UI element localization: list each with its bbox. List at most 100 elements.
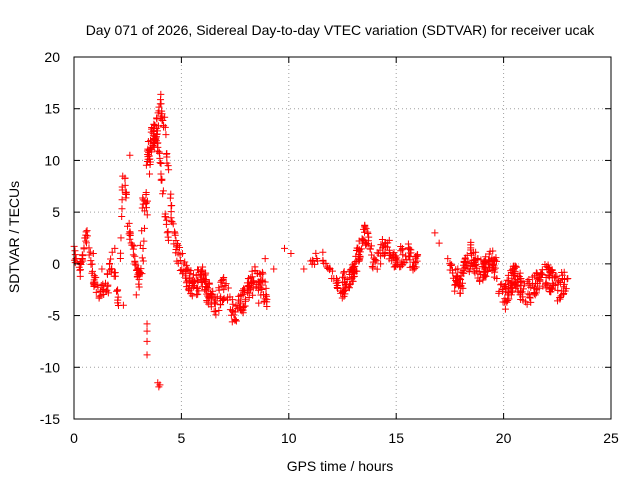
data-point — [125, 219, 133, 227]
data-point — [467, 246, 475, 254]
data-point — [90, 280, 98, 288]
data-point — [188, 280, 196, 288]
data-point — [431, 229, 439, 237]
data-point — [262, 284, 270, 292]
data-point — [83, 239, 91, 247]
data-point — [554, 286, 562, 294]
data-point — [397, 243, 405, 251]
data-point — [194, 277, 202, 285]
data-point — [452, 272, 460, 280]
data-point — [163, 229, 171, 237]
data-point — [193, 284, 201, 292]
data-point — [126, 228, 134, 236]
x-tick-label: 5 — [178, 430, 186, 446]
data-point — [164, 233, 172, 241]
y-tick-label: 10 — [44, 152, 60, 168]
data-point — [76, 272, 84, 280]
data-point — [505, 295, 513, 303]
data-point — [525, 279, 533, 287]
data-point — [325, 266, 333, 274]
data-point — [476, 270, 484, 278]
y-tick-label: -10 — [40, 359, 60, 375]
data-point — [484, 266, 492, 274]
data-point — [97, 282, 105, 290]
data-point — [281, 244, 289, 252]
data-point — [333, 281, 341, 289]
data-point — [158, 110, 166, 118]
data-point — [157, 100, 165, 108]
data-point — [531, 280, 539, 288]
data-point — [526, 294, 534, 302]
data-point — [547, 268, 555, 276]
data-point — [255, 278, 263, 286]
data-point — [171, 229, 179, 237]
data-point — [150, 127, 158, 135]
data-point — [533, 286, 541, 294]
data-point — [75, 263, 83, 271]
data-point — [212, 311, 220, 319]
data-point — [142, 199, 150, 207]
data-point — [463, 251, 471, 259]
data-point — [150, 121, 158, 129]
data-point — [83, 227, 91, 235]
data-point — [367, 242, 375, 250]
data-point — [123, 222, 131, 230]
grid — [74, 57, 611, 419]
data-point — [182, 261, 190, 269]
data-point — [118, 213, 126, 221]
data-point — [453, 273, 461, 281]
data-point — [249, 277, 257, 285]
data-point — [143, 327, 151, 335]
data-point — [210, 299, 218, 307]
data-point — [97, 287, 105, 295]
data-point — [181, 258, 189, 266]
data-point — [259, 277, 267, 285]
data-point — [114, 293, 122, 301]
data-point — [184, 285, 192, 293]
data-point — [143, 197, 151, 205]
data-point — [95, 293, 103, 301]
data-point — [142, 161, 150, 169]
data-point — [444, 255, 452, 263]
data-point — [504, 296, 512, 304]
data-point — [503, 276, 511, 284]
data-point — [156, 159, 164, 167]
data-point — [186, 274, 194, 282]
data-point — [143, 351, 151, 359]
data-point — [244, 286, 252, 294]
data-point — [354, 244, 362, 252]
data-point — [386, 249, 394, 257]
y-axis-label: SDTVAR / TECUs — [6, 181, 22, 293]
data-point — [71, 247, 79, 255]
data-point — [88, 267, 96, 275]
data-point — [481, 272, 489, 280]
data-point — [409, 266, 417, 274]
data-point — [227, 311, 235, 319]
data-point — [346, 270, 354, 278]
data-point — [353, 267, 361, 275]
data-point — [356, 248, 364, 256]
data-point — [461, 264, 469, 272]
data-point — [159, 187, 167, 195]
data-point — [389, 251, 397, 259]
data-point — [193, 291, 201, 299]
data-point — [467, 249, 475, 257]
data-point — [182, 267, 190, 275]
data-point — [459, 269, 467, 277]
data-point — [491, 268, 499, 276]
data-point — [157, 170, 165, 178]
data-point — [202, 269, 210, 277]
data-point — [116, 255, 124, 263]
data-point — [534, 274, 542, 282]
data-point — [455, 282, 463, 290]
data-point — [319, 257, 327, 265]
data-point — [154, 143, 162, 151]
data-point — [555, 277, 563, 285]
data-point — [117, 234, 125, 242]
data-point — [198, 266, 206, 274]
data-point — [163, 159, 171, 167]
data-point — [312, 249, 320, 257]
data-point — [201, 276, 209, 284]
data-point — [143, 320, 151, 328]
